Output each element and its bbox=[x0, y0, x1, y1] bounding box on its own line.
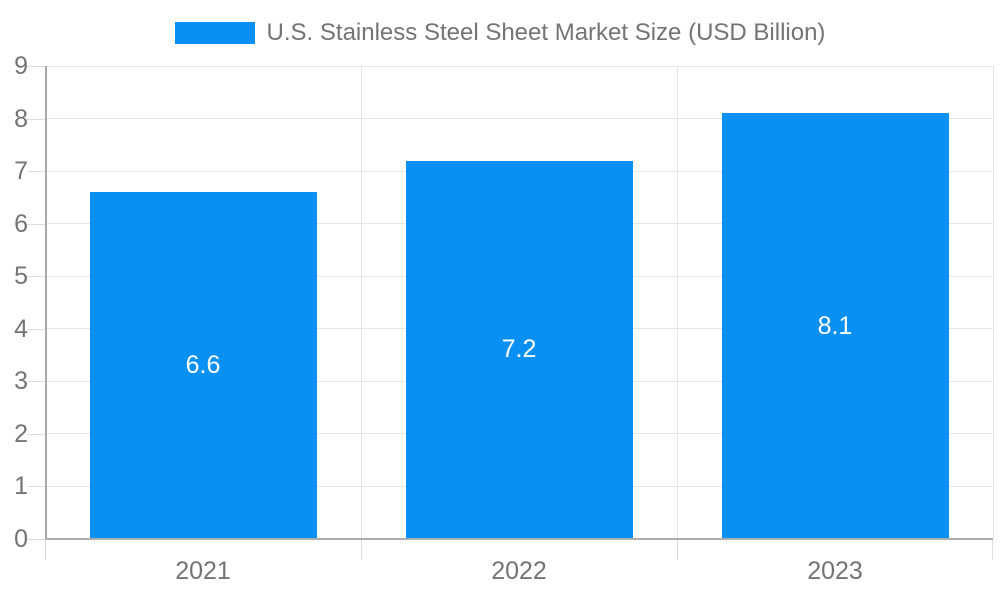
legend[interactable]: U.S. Stainless Steel Sheet Market Size (… bbox=[0, 19, 1000, 46]
bar-value-label: 6.6 bbox=[185, 351, 221, 380]
x-axis-tick bbox=[360, 539, 362, 560]
bar-2022[interactable]: 7.2 bbox=[405, 160, 633, 539]
y-axis-label: 7 bbox=[14, 157, 28, 186]
y-axis-label: 4 bbox=[14, 314, 28, 343]
y-axis-tick bbox=[27, 328, 45, 330]
y-axis-label: 8 bbox=[14, 104, 28, 133]
category-boundary-line bbox=[360, 66, 362, 539]
y-axis-tick bbox=[27, 276, 45, 278]
x-axis-tick bbox=[991, 539, 993, 560]
bar-value-label: 8.1 bbox=[817, 311, 853, 340]
x-axis-label: 2023 bbox=[807, 557, 863, 585]
x-axis-label: 2022 bbox=[491, 557, 547, 585]
y-axis-label: 3 bbox=[14, 367, 28, 396]
y-axis-label: 9 bbox=[14, 52, 28, 80]
y-axis-tick bbox=[27, 66, 45, 67]
bar-value-label: 7.2 bbox=[501, 335, 537, 364]
y-gridline bbox=[45, 65, 993, 67]
plot-area: 6.6 7.2 8.1 bbox=[45, 65, 994, 540]
legend-label: U.S. Stainless Steel Sheet Market Size (… bbox=[266, 19, 826, 46]
bar-2023[interactable]: 8.1 bbox=[721, 113, 949, 539]
legend-swatch bbox=[174, 22, 255, 44]
x-axis-tick bbox=[44, 539, 46, 560]
y-axis-label: 5 bbox=[14, 262, 28, 291]
y-axis-tick bbox=[27, 171, 45, 173]
y-axis-tick bbox=[27, 381, 45, 383]
x-axis-tick bbox=[676, 539, 678, 560]
y-axis-label: 2 bbox=[14, 419, 28, 448]
y-axis-label: 1 bbox=[14, 472, 28, 501]
category-boundary-line bbox=[676, 66, 678, 539]
y-axis-label: 0 bbox=[14, 525, 28, 553]
y-axis-tick bbox=[27, 223, 45, 225]
x-axis-label: 2021 bbox=[175, 557, 231, 585]
y-axis-tick bbox=[27, 486, 45, 488]
y-axis-tick bbox=[27, 539, 45, 540]
bar-2021[interactable]: 6.6 bbox=[89, 192, 317, 539]
y-axis-tick bbox=[27, 433, 45, 435]
x-axis-line bbox=[45, 538, 993, 540]
y-axis-line bbox=[45, 66, 47, 539]
y-axis-tick bbox=[27, 118, 45, 120]
y-axis-label: 6 bbox=[14, 209, 28, 238]
category-boundary-line bbox=[992, 66, 994, 539]
y-gridline bbox=[45, 118, 993, 120]
